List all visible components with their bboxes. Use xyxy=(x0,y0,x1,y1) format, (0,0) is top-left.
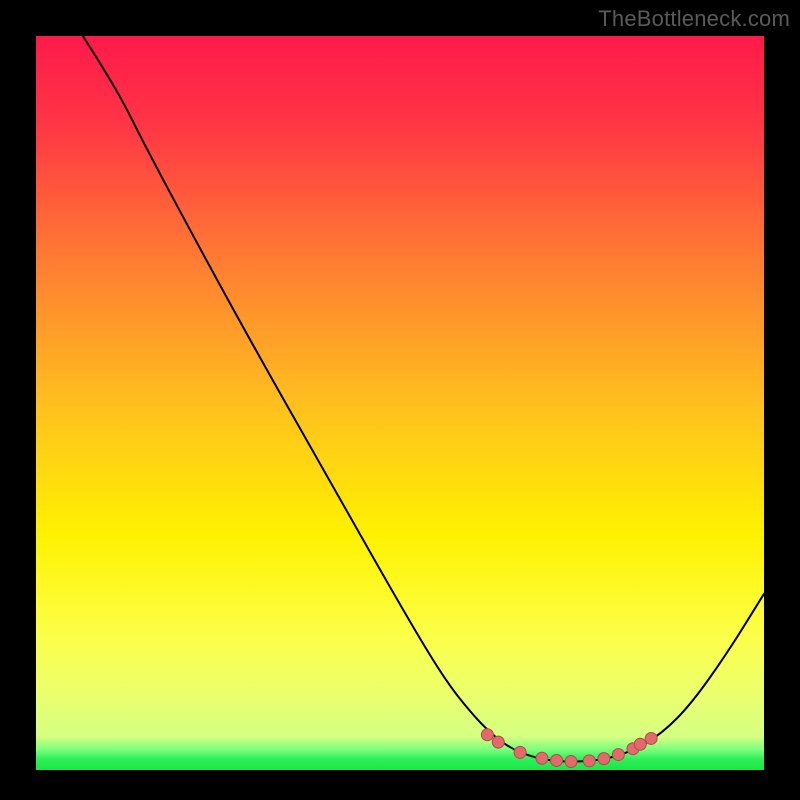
curve-marker xyxy=(514,746,526,758)
curve-marker xyxy=(634,738,646,750)
curve-marker xyxy=(612,749,624,761)
curve-marker xyxy=(645,732,657,744)
curve-marker xyxy=(492,736,504,748)
curve-marker xyxy=(583,755,595,767)
curve-marker xyxy=(565,756,577,768)
bottleneck-curve-chart xyxy=(36,36,764,770)
watermark-text: TheBottleneck.com xyxy=(598,6,790,32)
curve-marker xyxy=(481,729,493,741)
plot-area xyxy=(36,36,764,770)
curve-marker xyxy=(551,754,563,766)
curve-marker xyxy=(598,753,610,765)
chart-container: TheBottleneck.com xyxy=(0,0,800,800)
curve-marker xyxy=(536,752,548,764)
